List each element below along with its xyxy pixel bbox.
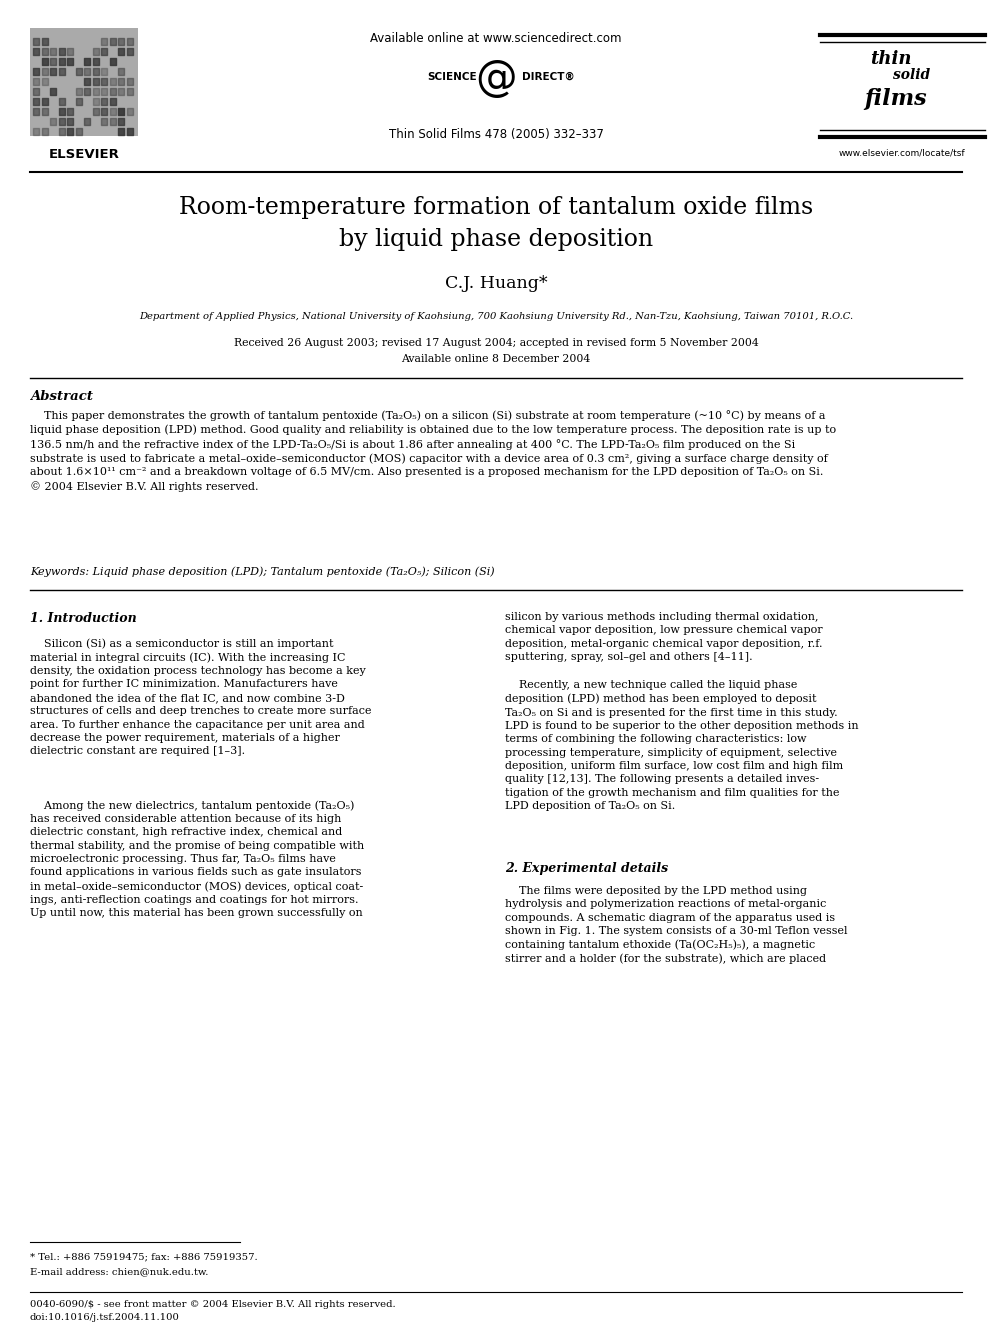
Text: Silicon (Si) as a semiconductor is still an important
material in integral circu: Silicon (Si) as a semiconductor is still…	[30, 638, 371, 757]
Text: SCIENCE: SCIENCE	[428, 71, 477, 82]
Text: @: @	[475, 58, 517, 101]
Text: 2. Experimental details: 2. Experimental details	[505, 863, 669, 875]
Text: 0040-6090/$ - see front matter © 2004 Elsevier B.V. All rights reserved.: 0040-6090/$ - see front matter © 2004 El…	[30, 1301, 396, 1308]
Text: This paper demonstrates the growth of tantalum pentoxide (Ta₂O₅) on a silicon (S: This paper demonstrates the growth of ta…	[30, 410, 836, 492]
Text: Keywords: Liquid phase deposition (LPD); Tantalum pentoxide (Ta₂O₅); Silicon (Si: Keywords: Liquid phase deposition (LPD);…	[30, 566, 495, 577]
Text: solid: solid	[893, 67, 930, 82]
Bar	[30, 28, 138, 136]
Text: Received 26 August 2003; revised 17 August 2004; accepted in revised form 5 Nove: Received 26 August 2003; revised 17 Augu…	[234, 337, 758, 348]
Text: silicon by various methods including thermal oxidation,
chemical vapor depositio: silicon by various methods including the…	[505, 613, 822, 662]
Text: * Tel.: +886 75919475; fax: +886 75919357.: * Tel.: +886 75919475; fax: +886 7591935…	[30, 1252, 258, 1261]
Text: ELSEVIER: ELSEVIER	[49, 148, 119, 161]
Text: Department of Applied Physics, National University of Kaohsiung, 700 Kaohsiung U: Department of Applied Physics, National …	[139, 312, 853, 321]
Text: 1. Introduction: 1. Introduction	[30, 613, 137, 624]
Text: Room-temperature formation of tantalum oxide films: Room-temperature formation of tantalum o…	[179, 196, 813, 220]
Text: Available online at www.sciencedirect.com: Available online at www.sciencedirect.co…	[370, 32, 622, 45]
Text: films: films	[864, 89, 927, 110]
Text: DIRECT®: DIRECT®	[522, 71, 574, 82]
Text: Among the new dielectrics, tantalum pentoxide (Ta₂O₅)
has received considerable : Among the new dielectrics, tantalum pent…	[30, 800, 364, 918]
Text: doi:10.1016/j.tsf.2004.11.100: doi:10.1016/j.tsf.2004.11.100	[30, 1312, 180, 1322]
Text: thin: thin	[870, 50, 912, 67]
Text: E-mail address: chien@nuk.edu.tw.: E-mail address: chien@nuk.edu.tw.	[30, 1267, 208, 1275]
Text: Thin Solid Films 478 (2005) 332–337: Thin Solid Films 478 (2005) 332–337	[389, 128, 603, 142]
Text: Recently, a new technique called the liquid phase
deposition (LPD) method has be: Recently, a new technique called the liq…	[505, 680, 859, 811]
Text: The films were deposited by the LPD method using
hydrolysis and polymerization r: The films were deposited by the LPD meth…	[505, 886, 847, 964]
Text: Abstract: Abstract	[30, 390, 93, 404]
Text: C.J. Huang*: C.J. Huang*	[444, 275, 548, 292]
Text: Available online 8 December 2004: Available online 8 December 2004	[402, 355, 590, 364]
Text: by liquid phase deposition: by liquid phase deposition	[339, 228, 653, 251]
Text: www.elsevier.com/locate/tsf: www.elsevier.com/locate/tsf	[838, 148, 965, 157]
